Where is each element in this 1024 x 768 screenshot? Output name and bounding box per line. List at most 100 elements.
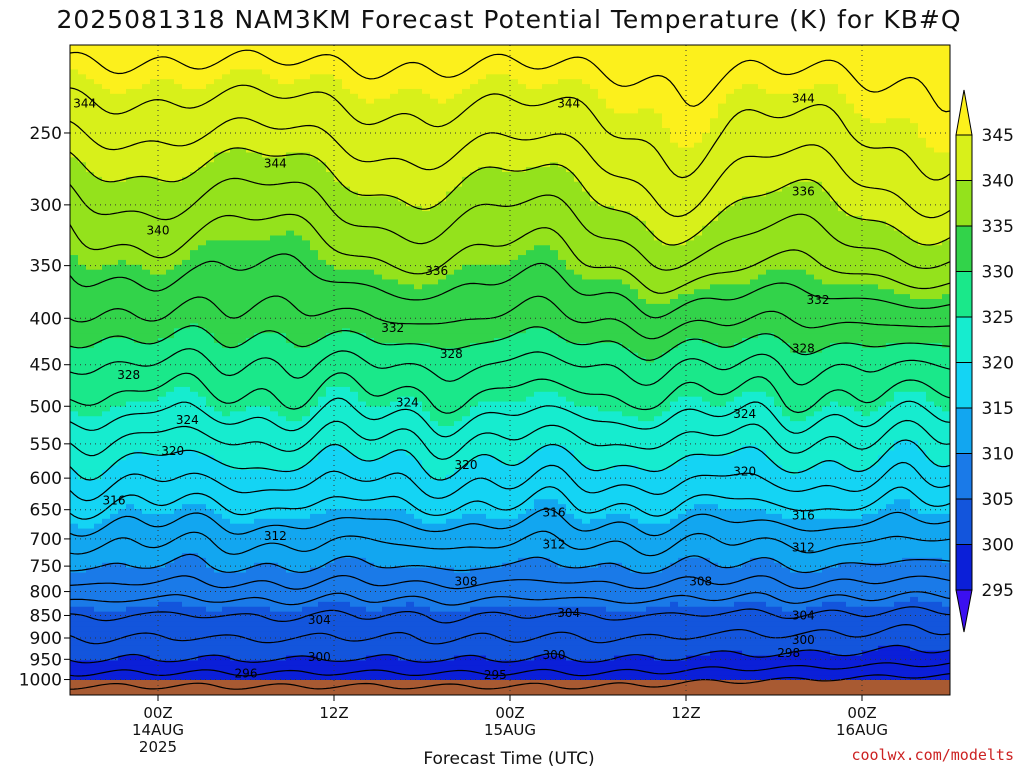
theta-cell [270, 640, 279, 647]
theta-cell [302, 152, 311, 158]
theta-cell [78, 611, 87, 618]
theta-cell [166, 621, 175, 627]
theta-cell [110, 406, 119, 412]
theta-cell [142, 45, 151, 51]
theta-cell [206, 396, 215, 403]
theta-cell [118, 518, 127, 525]
theta-cell [166, 342, 175, 349]
theta-cell [374, 250, 383, 256]
theta-cell [118, 245, 127, 251]
theta-cell [182, 98, 191, 105]
theta-cell [334, 660, 343, 666]
theta-cell [206, 631, 215, 637]
theta-cell [110, 357, 119, 364]
theta-cell [70, 572, 79, 579]
theta-cell [174, 132, 183, 139]
theta-cell [182, 426, 191, 432]
theta-cell [238, 69, 247, 75]
theta-cell [334, 377, 343, 383]
theta-cell [342, 225, 351, 232]
theta-cell [350, 206, 359, 212]
theta-cell [78, 435, 87, 442]
theta-cell [230, 455, 239, 461]
theta-cell [302, 69, 311, 75]
theta-cell [350, 640, 359, 647]
chart-title: 2025081318 NAM3KM Forecast Potential Tem… [56, 5, 961, 34]
theta-cell [334, 303, 343, 310]
theta-cell [118, 225, 127, 232]
theta-cell [334, 513, 343, 520]
theta-cell [222, 460, 231, 466]
theta-cell [342, 357, 351, 364]
theta-cell [214, 274, 223, 281]
theta-cell [238, 592, 247, 598]
theta-cell [110, 577, 119, 583]
theta-cell [310, 421, 319, 427]
theta-cell [70, 440, 79, 447]
theta-cell [278, 636, 287, 642]
theta-cell [334, 548, 343, 554]
theta-cell [118, 401, 127, 408]
theta-cell [214, 206, 223, 212]
theta-cell [94, 655, 103, 662]
theta-cell [158, 269, 167, 276]
theta-cell [334, 567, 343, 574]
theta-cell [158, 299, 167, 305]
theta-cell [94, 406, 103, 412]
theta-cell [198, 342, 207, 349]
theta-cell [310, 84, 319, 90]
theta-cell [342, 421, 351, 427]
theta-cell [166, 259, 175, 266]
theta-cell [302, 533, 311, 539]
theta-cell [158, 230, 167, 237]
theta-cell [302, 113, 311, 119]
theta-cell [254, 255, 263, 261]
theta-cell [246, 240, 255, 246]
theta-cell [286, 489, 295, 495]
theta-cell [94, 479, 103, 486]
theta-cell [118, 294, 127, 300]
theta-cell [94, 513, 103, 520]
theta-cell [134, 621, 143, 627]
theta-cell [246, 396, 255, 403]
theta-cell [342, 191, 351, 198]
theta-cell [358, 211, 367, 217]
theta-cell [142, 338, 151, 344]
theta-cell [286, 157, 295, 163]
theta-cell [238, 465, 247, 471]
theta-cell [302, 323, 311, 329]
theta-cell [102, 186, 111, 193]
theta-cell [246, 245, 255, 251]
theta-cell [342, 626, 351, 632]
theta-cell [78, 479, 87, 486]
theta-cell [246, 562, 255, 569]
theta-cell [270, 494, 279, 500]
theta-cell [302, 352, 311, 359]
theta-cell [326, 509, 335, 515]
theta-cell [342, 79, 351, 85]
theta-cell [142, 391, 151, 398]
theta-cell [238, 626, 247, 632]
theta-cell [318, 333, 327, 339]
theta-cell [270, 396, 279, 403]
theta-cell [102, 357, 111, 364]
theta-cell [262, 596, 271, 603]
theta-cell [150, 553, 159, 559]
theta-cell [318, 255, 327, 261]
theta-cell [366, 93, 375, 100]
theta-cell [246, 84, 255, 90]
theta-cell [126, 264, 135, 271]
theta-cell [126, 386, 135, 393]
theta-cell [214, 513, 223, 520]
theta-cell [190, 445, 199, 452]
theta-cell [198, 137, 207, 144]
theta-cell [134, 401, 143, 408]
theta-cell [150, 484, 159, 491]
theta-cell [262, 69, 271, 75]
theta-cell [254, 313, 263, 320]
theta-cell [342, 264, 351, 271]
theta-cell [110, 474, 119, 481]
theta-cell [182, 103, 191, 110]
theta-cell [334, 299, 343, 305]
theta-cell [350, 157, 359, 163]
